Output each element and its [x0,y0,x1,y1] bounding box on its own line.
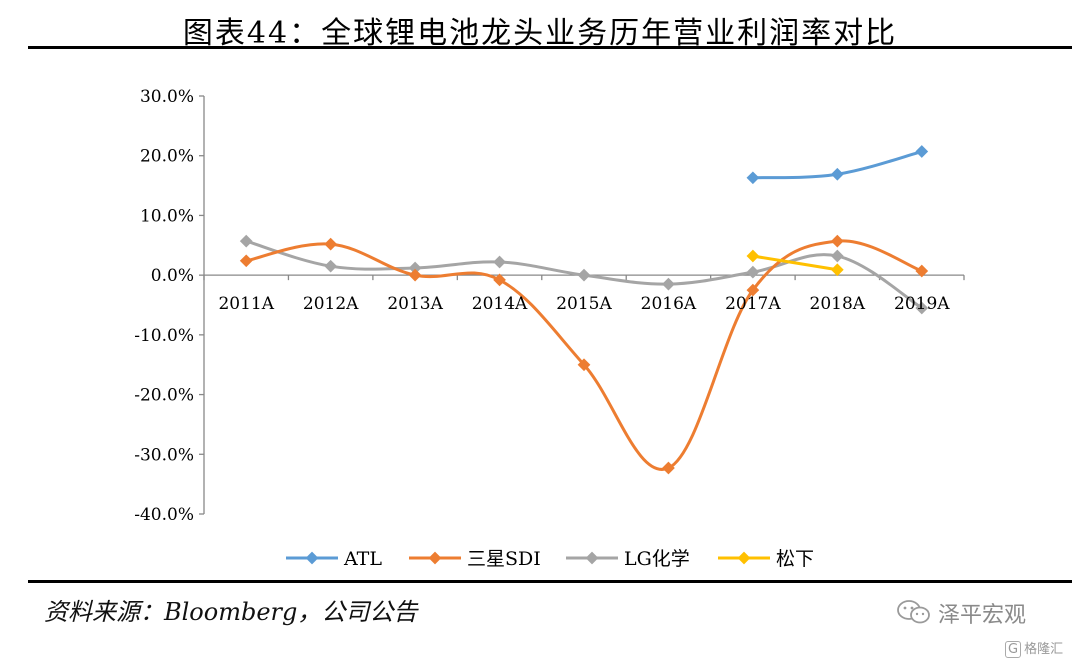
watermark-sub-text: 格隆汇 [1024,642,1064,657]
data-point [493,273,506,287]
x-tick-label: 2014A [472,294,528,314]
data-point [324,237,338,251]
data-point [239,234,253,248]
data-point [830,249,844,263]
chart-title: 图表44：全球锂电池龙头业务历年营业利润率对比 [182,16,898,51]
y-tick-label: -30.0% [134,445,194,465]
watermark-sub: G 格隆汇 [1005,638,1063,658]
x-tick-label: 2011A [218,294,274,314]
legend-label: 松下 [776,548,814,570]
data-point [324,259,338,273]
y-tick-label: -20.0% [134,386,194,406]
data-point [746,171,760,185]
series-line-3 [751,254,839,272]
x-tick-label: 2015A [556,294,612,314]
top-rule [28,46,1072,49]
data-point [830,234,844,248]
y-tick-label: 30.0% [140,87,194,107]
data-point [830,263,844,277]
source-note: 资料来源：Bloomberg，公司公告 [44,598,418,626]
wechat-icon [897,600,930,624]
data-point [746,265,760,279]
data-point [493,255,506,269]
legend-label: 三星SDI [467,548,541,570]
data-point [577,268,591,282]
legend-label: LG化学 [624,548,690,570]
legend-marker [585,551,599,565]
data-point [408,268,422,282]
x-tick-label: 2012A [303,294,359,314]
data-point [239,254,253,268]
x-tick-label: 2019A [894,294,950,314]
x-tick-label: 2016A [641,294,697,314]
watermark-sub-icon: G [1005,641,1022,658]
y-tick-label: 20.0% [140,147,194,167]
data-point [915,145,929,158]
data-point [746,249,760,263]
x-tick-label: 2017A [725,294,781,314]
data-point [408,261,422,275]
y-tick-label: 10.0% [140,206,194,226]
series-line-1 [244,239,924,471]
watermark-brand: 泽平宏观 [938,603,1027,628]
y-tick-label: -40.0% [134,505,194,525]
legend-label: ATL [343,548,382,570]
data-point [830,167,844,181]
x-tick-label: 2013A [387,294,443,314]
data-point [662,277,675,291]
legend-marker [737,551,751,565]
x-tick-label: 2018A [810,294,866,314]
y-tick-label: -10.0% [134,326,194,346]
legend-marker [305,551,319,565]
legend-marker [428,551,442,565]
bottom-rule [28,580,1072,583]
y-tick-label: 0.0% [151,266,194,286]
line-chart: 30.0% 20.0% 10.0% 0.0% -10.0% -20.0% -30.0% -40… [134,87,965,570]
